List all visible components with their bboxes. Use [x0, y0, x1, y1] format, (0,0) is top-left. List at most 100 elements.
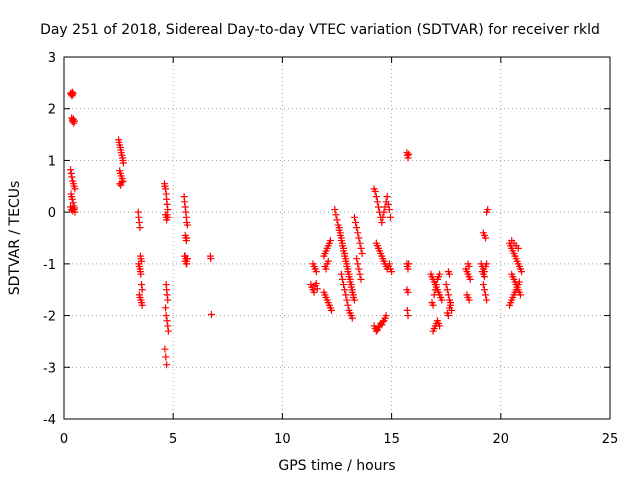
y-tick-label: 3: [48, 51, 56, 66]
data-point: [350, 296, 358, 304]
x-tick-label: 20: [493, 432, 510, 447]
x-tick-label: 0: [60, 432, 68, 447]
data-point: [438, 296, 446, 304]
y-tick-label: 1: [48, 154, 56, 169]
data-point: [322, 265, 330, 273]
data-point: [405, 150, 413, 158]
data-point: [356, 270, 364, 278]
data-point: [181, 198, 189, 206]
data-point: [138, 301, 146, 309]
data-point: [138, 286, 146, 294]
data-point: [344, 265, 352, 273]
data-point: [341, 286, 349, 294]
data-point: [344, 301, 352, 309]
data-point: [164, 322, 172, 330]
data-point: [382, 312, 390, 320]
data-point: [378, 321, 386, 329]
data-point: [338, 275, 346, 283]
data-point: [379, 318, 387, 326]
data-point: [442, 281, 450, 289]
y-tick-label: -1: [43, 258, 56, 273]
data-point: [431, 286, 439, 294]
data-point: [68, 195, 76, 203]
data-point: [135, 213, 143, 221]
data-point: [374, 203, 382, 211]
data-point: [429, 301, 437, 309]
data-point: [161, 345, 169, 353]
plot-frame: [63, 56, 611, 420]
data-point: [341, 250, 349, 258]
x-tick-label: 10: [274, 432, 291, 447]
data-point: [67, 166, 75, 174]
y-tick-label: -2: [43, 310, 56, 325]
data-point: [326, 237, 334, 245]
data-point: [480, 286, 488, 294]
data-point: [352, 218, 360, 226]
x-axis-label: GPS time / hours: [278, 458, 395, 474]
data-point: [164, 206, 172, 214]
data-point: [373, 198, 381, 206]
data-point: [383, 193, 391, 201]
data-point: [353, 224, 361, 232]
data-points: [67, 88, 526, 369]
data-point: [482, 234, 490, 242]
data-point: [163, 291, 171, 299]
data-point: [162, 185, 170, 193]
data-point: [333, 216, 341, 224]
data-point: [445, 270, 453, 278]
data-point: [324, 257, 332, 265]
data-point: [349, 291, 357, 299]
data-point: [162, 304, 170, 312]
y-tick-label: -4: [43, 413, 56, 428]
data-point: [350, 213, 358, 221]
data-point: [340, 244, 348, 252]
data-point: [384, 200, 392, 208]
data-point: [404, 154, 412, 162]
data-point: [181, 203, 189, 211]
data-point: [328, 306, 336, 314]
data-point: [207, 255, 215, 263]
x-tick-label: 25: [602, 432, 619, 447]
data-point: [372, 327, 380, 335]
data-point: [69, 89, 77, 97]
data-point: [358, 250, 366, 258]
y-tick-label: 2: [48, 103, 56, 118]
data-point: [483, 296, 491, 304]
data-point: [338, 239, 346, 247]
data-point: [404, 288, 412, 296]
data-point: [483, 260, 491, 268]
data-point: [138, 281, 146, 289]
grid-lines: [64, 57, 610, 419]
data-point: [348, 314, 356, 322]
data-point: [388, 268, 396, 276]
data-point: [479, 281, 487, 289]
data-point: [336, 229, 344, 237]
data-point: [373, 326, 381, 334]
data-point: [515, 278, 523, 286]
data-point: [68, 173, 76, 181]
data-point: [436, 270, 444, 278]
data-point: [444, 312, 452, 320]
data-point: [430, 291, 438, 299]
data-point: [313, 285, 321, 293]
data-point: [164, 327, 172, 335]
data-point: [357, 275, 365, 283]
data-point: [387, 213, 395, 221]
data-point: [312, 280, 320, 288]
data-point: [137, 270, 145, 278]
data-point: [353, 255, 361, 263]
y-axis-label: SDTVAR / TECUs: [7, 181, 23, 296]
data-point: [164, 296, 172, 304]
chart-title: Day 251 of 2018, Sidereal Day-to-day VTE…: [40, 22, 600, 38]
data-point: [385, 206, 393, 214]
data-point: [332, 211, 340, 219]
data-point: [355, 265, 363, 273]
data-point: [465, 262, 473, 270]
data-point: [518, 268, 526, 276]
x-tick-label: 15: [383, 432, 400, 447]
data-point: [348, 286, 356, 294]
data-point: [337, 270, 345, 278]
data-point: [343, 296, 351, 304]
data-point: [69, 204, 77, 212]
data-point: [379, 213, 387, 221]
